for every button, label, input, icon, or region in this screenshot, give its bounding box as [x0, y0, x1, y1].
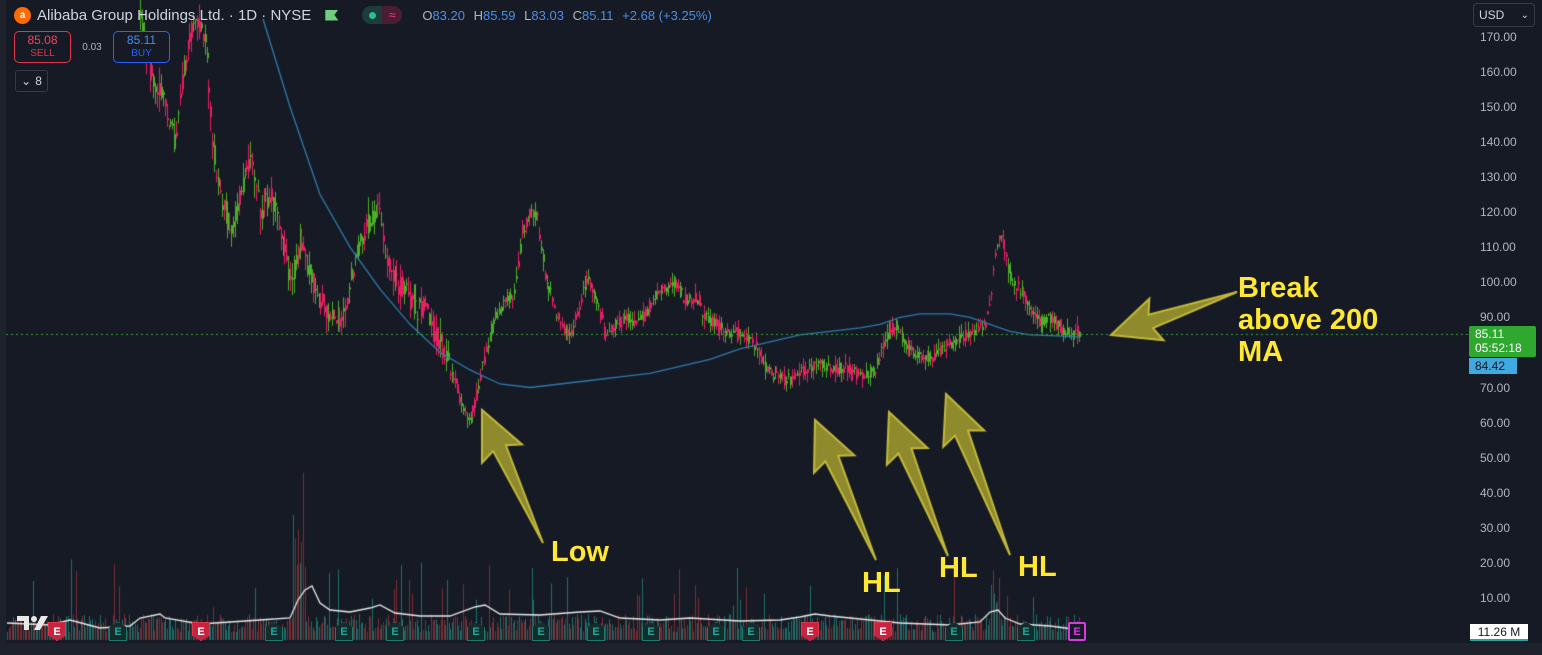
bar-countdown: 05:52:18: [1475, 341, 1522, 355]
buy-button[interactable]: 85.11 BUY: [113, 31, 170, 63]
earnings-marker-icon[interactable]: E: [587, 622, 605, 641]
market-status-pill[interactable]: ≈: [362, 6, 403, 24]
earnings-marker-icon[interactable]: E: [642, 622, 660, 641]
market-open-dot-icon: [368, 11, 376, 19]
spread-value: 0.03: [82, 41, 102, 53]
buy-label: BUY: [131, 48, 152, 59]
ohlc-values: O83.20 H85.59 L83.03 C85.11 +2.68 (+3.25…: [422, 8, 716, 23]
chevron-down-icon: ⌄: [1520, 9, 1529, 21]
alibaba-logo-icon: a: [14, 6, 31, 24]
price-tick-label: 100.00: [1480, 275, 1517, 290]
earnings-marker-icon[interactable]: E: [335, 622, 353, 641]
price-tick-label: 110.00: [1480, 240, 1516, 255]
low-value: 83.03: [531, 7, 564, 23]
high-key: H: [473, 7, 483, 23]
earnings-marker-icon[interactable]: E: [874, 622, 892, 641]
price-tick-label: 140.00: [1480, 134, 1517, 149]
earnings-marker-icon[interactable]: E: [1017, 622, 1035, 641]
price-tick-label: 10.00: [1480, 591, 1511, 606]
price-tick-label: 170.00: [1480, 29, 1517, 44]
price-tick-label: 70.00: [1480, 380, 1511, 395]
volume-value-tag: 11.26 M: [1470, 624, 1528, 641]
earnings-marker-icon[interactable]: E: [265, 622, 283, 641]
currency-value: USD: [1479, 8, 1505, 22]
earnings-marker-icon[interactable]: E: [109, 622, 127, 641]
flag-icon[interactable]: [325, 9, 339, 21]
low-key: L: [524, 7, 532, 23]
price-tick-label: 20.00: [1480, 556, 1511, 570]
earnings-marker-icon[interactable]: E: [386, 622, 404, 641]
data-delay-wave-icon: ≈: [382, 6, 403, 24]
left-toolbar-edge: [0, 0, 6, 655]
price-tick-label: 60.00: [1480, 415, 1511, 430]
annotation-label[interactable]: HL: [939, 552, 978, 584]
earnings-marker-icon[interactable]: E: [945, 622, 963, 641]
high-value: 85.59: [483, 7, 516, 23]
indicators-toggle-button[interactable]: ⌄ 8: [15, 70, 48, 92]
price-tick-label: 130.00: [1480, 169, 1517, 184]
annotation-label[interactable]: Low: [551, 536, 609, 568]
indicator-count: 8: [35, 74, 42, 88]
symbol-title[interactable]: Alibaba Group Holdings Ltd. · 1D · NYSE: [37, 6, 312, 24]
earnings-marker-icon[interactable]: E: [742, 622, 760, 641]
earnings-marker-icon[interactable]: E: [1068, 622, 1086, 641]
earnings-marker-icon[interactable]: E: [48, 622, 66, 641]
earnings-marker-icon[interactable]: E: [801, 622, 819, 641]
change-value: +2.68 (+3.25%): [622, 7, 712, 23]
last-price: 85.11: [1475, 327, 1505, 341]
sell-price: 85.08: [27, 33, 58, 47]
earnings-marker-icon[interactable]: E: [192, 622, 210, 641]
ma-value-tag: 84.42: [1469, 358, 1517, 374]
price-tick-label: 150.00: [1480, 99, 1517, 114]
time-axis-bar: [0, 643, 1542, 655]
chevron-down-icon: ⌄: [21, 74, 32, 88]
price-tick-label: 40.00: [1480, 485, 1511, 500]
earnings-marker-icon[interactable]: E: [707, 622, 725, 641]
sell-button[interactable]: 85.08 SELL: [14, 31, 71, 63]
annotation-label[interactable]: Break above 200 MA: [1238, 272, 1379, 368]
open-value: 83.20: [432, 7, 465, 23]
close-key: C: [572, 7, 582, 23]
trade-panel: 85.08 SELL 0.03 85.11 BUY: [14, 31, 170, 63]
price-tick-label: 30.00: [1480, 520, 1511, 535]
buy-price: 85.11: [126, 33, 157, 47]
annotation-label[interactable]: HL: [1018, 551, 1057, 583]
price-tick-label: 160.00: [1480, 64, 1517, 79]
close-value: 85.11: [581, 7, 614, 23]
sell-label: SELL: [30, 48, 55, 59]
price-tick-label: 90.00: [1480, 310, 1511, 325]
open-key: O: [422, 7, 433, 23]
price-tick-label: 50.00: [1480, 450, 1511, 465]
earnings-marker-icon[interactable]: E: [467, 622, 485, 641]
earnings-marker-icon[interactable]: E: [532, 622, 550, 641]
annotation-label[interactable]: HL: [862, 567, 901, 599]
tradingview-logo-icon[interactable]: [17, 614, 49, 632]
price-tick-label: 120.00: [1480, 205, 1517, 219]
chart-header: a Alibaba Group Holdings Ltd. · 1D · NYS…: [14, 5, 717, 25]
last-price-tag: 85.11 05:52:18: [1469, 326, 1536, 357]
currency-select[interactable]: USD ⌄: [1473, 3, 1535, 27]
